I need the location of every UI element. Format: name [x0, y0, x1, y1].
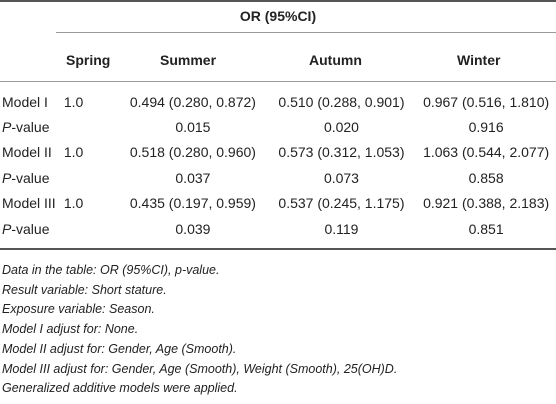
cell-summer: 0.435 (0.197, 0.959) — [129, 195, 256, 212]
cell-summer: 0.039 — [175, 220, 211, 237]
p-italic: P — [2, 119, 12, 136]
cell-summer: 0.015 — [175, 119, 211, 136]
table-row: Model I 1.0 0.494 (0.280, 0.872) 0.510 (… — [0, 89, 556, 114]
cell-spring: 1.0 — [63, 144, 84, 161]
cell-autumn: 0.537 (0.245, 1.175) — [278, 195, 405, 212]
p-suffix: -value — [11, 220, 50, 237]
header-rule — [0, 81, 556, 82]
table-row: P-value 0.037 0.073 0.858 — [0, 165, 556, 190]
group-header-rule — [56, 32, 556, 33]
p-italic: P — [2, 169, 12, 186]
cell-autumn: 0.510 (0.288, 0.901) — [278, 93, 405, 110]
cell-spring: 1.0 — [63, 93, 84, 110]
footnote: Result variable: Short stature. — [2, 282, 167, 297]
table-row: Model II 1.0 0.518 (0.280, 0.960) 0.573 … — [0, 140, 556, 165]
p-suffix: -value — [11, 169, 50, 186]
cell-autumn: 0.573 (0.312, 1.053) — [278, 144, 405, 161]
cell-winter: 1.063 (0.544, 2.077) — [423, 144, 550, 161]
cell-winter: 0.921 (0.388, 2.183) — [423, 195, 550, 212]
group-header: OR (95%CI) — [239, 8, 317, 24]
p-italic: P — [2, 220, 12, 237]
cell-winter: 0.858 — [468, 169, 504, 186]
cell-winter: 0.916 — [468, 119, 504, 136]
cell-spring: 1.0 — [63, 195, 84, 212]
cell-autumn: 0.119 — [324, 220, 359, 237]
footnote: Model II adjust for: Gender, Age (Smooth… — [2, 341, 237, 356]
col-header-spring: Spring — [66, 52, 111, 68]
row-label: P-value — [0, 165, 64, 190]
cell-summer: 0.518 (0.280, 0.960) — [129, 144, 256, 161]
cell-summer: 0.037 — [175, 169, 211, 186]
cell-autumn: 0.020 — [323, 119, 359, 136]
cell-winter: 0.851 — [468, 220, 504, 237]
cell-autumn: 0.073 — [323, 169, 359, 186]
table-body: Model I 1.0 0.494 (0.280, 0.872) 0.510 (… — [0, 89, 556, 241]
footnote: Model I adjust for: None. — [2, 322, 139, 337]
col-header-autumn: Autumn — [309, 52, 362, 68]
table-row: Model III 1.0 0.435 (0.197, 0.959) 0.537… — [0, 191, 556, 216]
cell-spring — [64, 114, 119, 139]
footnote: Data in the table: OR (95%CI), p-value. — [2, 263, 220, 277]
col-header-summer: Summer — [160, 52, 217, 68]
footnotes: Data in the table: OR (95%CI), p-value. … — [2, 261, 397, 399]
row-label: Model III — [2, 195, 56, 212]
row-label: Model I — [2, 93, 48, 110]
cell-winter: 0.967 (0.516, 1.810) — [423, 93, 550, 110]
footnote: Model III adjust for: Gender, Age (Smoot… — [2, 361, 398, 376]
p-suffix: -value — [11, 119, 50, 136]
col-header-winter: Winter — [457, 52, 501, 68]
cell-spring — [64, 165, 119, 190]
footnote: Exposure variable: Season. — [2, 302, 155, 317]
table-bottom-rule — [0, 248, 556, 250]
row-label: P-value — [0, 114, 64, 139]
cell-summer: 0.494 (0.280, 0.872) — [129, 93, 256, 110]
footnote: Generalized additive models were applied… — [2, 381, 238, 396]
table-row: P-value 0.039 0.119 0.851 — [0, 216, 556, 241]
row-label: P-value — [0, 216, 64, 241]
cell-spring — [64, 216, 119, 241]
table-top-rule — [0, 0, 556, 2]
row-label: Model II — [2, 144, 52, 161]
table-row: P-value 0.015 0.020 0.916 — [0, 114, 556, 139]
